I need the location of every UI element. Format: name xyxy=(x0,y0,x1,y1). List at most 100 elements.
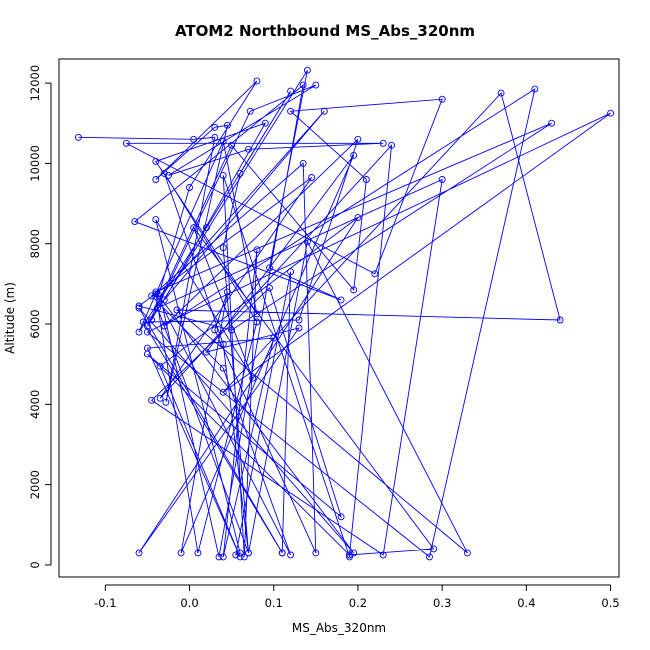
data-point xyxy=(152,288,160,296)
data-point xyxy=(228,141,236,149)
data-point xyxy=(152,216,160,224)
data-point xyxy=(160,296,168,304)
data-point xyxy=(148,292,156,300)
y-tick-label: 4000 xyxy=(28,390,42,419)
data-point xyxy=(379,139,387,147)
data-point xyxy=(350,549,358,557)
chart-title: ATOM2 Northbound MS_Abs_320nm xyxy=(175,22,475,40)
data-point xyxy=(223,288,231,296)
data-point xyxy=(287,107,295,115)
data-point xyxy=(270,334,278,342)
data-point xyxy=(362,176,370,183)
data-point xyxy=(190,135,198,143)
axes-layer: -0.1 0.0 0.1 0.2 0.3 0.4 0.5 0 2000 4000 6000 8000 1… xyxy=(28,65,620,610)
data-point xyxy=(253,318,261,326)
data-point xyxy=(295,316,303,324)
data-point xyxy=(219,388,227,396)
data-point xyxy=(556,316,564,324)
data-point xyxy=(438,95,446,103)
data-point xyxy=(253,77,261,85)
data-point xyxy=(223,121,231,129)
data-point xyxy=(287,551,295,559)
data-point xyxy=(160,322,168,330)
data-point xyxy=(245,549,252,557)
data-point xyxy=(232,551,240,559)
data-point xyxy=(438,176,446,183)
x-tick-label: 0.1 xyxy=(265,596,283,610)
x-tick-label: 0.5 xyxy=(601,596,619,610)
data-point xyxy=(337,513,345,521)
y-axis-label: Altitude (m) xyxy=(3,282,17,354)
data-point xyxy=(354,214,362,222)
x-tick-label: 0.4 xyxy=(517,596,535,610)
data-point xyxy=(143,328,151,336)
data-point xyxy=(388,141,396,149)
data-point xyxy=(202,348,210,356)
data-point xyxy=(190,224,198,232)
data-point xyxy=(152,157,160,165)
data-point xyxy=(337,296,345,304)
data-point xyxy=(371,270,379,278)
data-point xyxy=(548,119,556,127)
data-point xyxy=(135,302,143,310)
x-tick-label: 0.3 xyxy=(433,596,451,610)
data-point xyxy=(240,553,248,561)
data-point xyxy=(202,224,210,232)
data-point xyxy=(354,135,362,143)
data-point xyxy=(497,89,505,97)
data-point xyxy=(278,549,286,557)
data-point xyxy=(135,304,143,312)
data-point xyxy=(287,268,295,276)
data-point xyxy=(303,66,311,74)
data-point xyxy=(156,362,164,370)
data-point xyxy=(173,306,181,314)
data-point xyxy=(219,244,227,252)
data-point xyxy=(143,344,151,352)
data-point xyxy=(287,87,295,95)
data-point xyxy=(299,159,307,167)
data-point xyxy=(156,394,164,402)
data-point xyxy=(74,133,82,141)
data-point xyxy=(211,133,219,141)
data-point xyxy=(148,396,156,404)
x-tick-label: -0.1 xyxy=(94,596,116,610)
data-point xyxy=(299,81,307,89)
data-point xyxy=(350,151,358,159)
y-tick-label: 6000 xyxy=(28,309,42,338)
data-point xyxy=(156,292,164,300)
data-point xyxy=(426,553,433,561)
data-point xyxy=(346,551,353,559)
y-tick-label: 8000 xyxy=(28,229,42,258)
y-tick-label: 12000 xyxy=(28,65,42,102)
data-point xyxy=(219,340,227,348)
y-tick-label: 0 xyxy=(28,561,42,568)
data-point xyxy=(219,364,227,372)
data-point xyxy=(135,549,143,557)
data-point xyxy=(236,169,244,177)
data-point xyxy=(219,553,227,561)
data-point xyxy=(350,286,358,294)
data-point xyxy=(219,171,227,179)
data-point xyxy=(228,326,236,334)
data-point xyxy=(165,171,172,179)
data-point xyxy=(320,107,328,115)
data-point xyxy=(463,549,471,557)
data-point xyxy=(186,184,193,191)
data-point xyxy=(249,374,257,382)
data-point xyxy=(236,553,244,561)
series-layer xyxy=(74,66,615,561)
data-point xyxy=(607,109,615,117)
data-point xyxy=(312,81,320,89)
data-point xyxy=(135,328,143,336)
data-point xyxy=(261,119,269,127)
x-tick-label: 0.0 xyxy=(180,596,198,610)
data-point xyxy=(266,264,273,272)
series-line xyxy=(78,69,611,558)
data-point xyxy=(152,176,160,183)
data-point xyxy=(253,246,261,254)
data-point xyxy=(303,238,311,246)
data-point xyxy=(308,174,316,181)
data-point xyxy=(246,107,254,115)
